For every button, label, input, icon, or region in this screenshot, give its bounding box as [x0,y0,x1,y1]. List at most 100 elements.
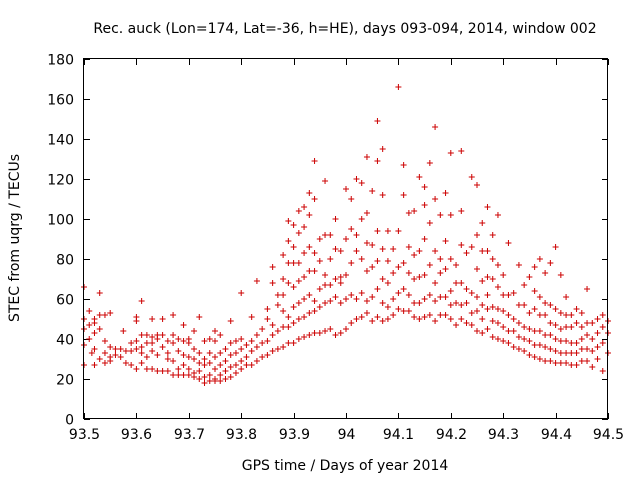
data-point [563,360,570,366]
data-point [196,314,203,320]
data-point [552,244,559,250]
data-point [248,348,255,354]
data-point [96,326,103,332]
data-point [212,328,218,334]
data-point [128,362,135,368]
data-point [101,350,108,356]
data-point [442,294,449,300]
data-point [421,184,428,190]
data-point [369,264,376,270]
data-point [191,356,198,362]
data-point [149,366,156,372]
data-point [584,332,591,338]
data-point [295,316,302,322]
data-point [264,352,271,358]
data-point [285,324,292,330]
data-point [353,296,360,302]
data-point [363,240,370,246]
data-point [479,220,486,226]
data-point [542,312,549,318]
data-point [484,204,491,210]
data-point [332,246,339,252]
data-point [201,362,208,368]
data-point [343,326,349,332]
y-tick-label: 100 [47,213,74,229]
data-point [589,336,596,342]
data-point [358,216,365,222]
data-point [563,294,570,300]
x-tick-label: 93.5 [69,427,100,443]
data-point [91,346,98,352]
data-point [212,366,218,372]
data-point [505,292,512,298]
data-point [568,362,575,368]
data-point [253,344,260,350]
data-point [489,276,496,282]
data-point [201,380,208,386]
data-point [416,300,423,306]
data-point [280,276,287,282]
data-point [421,202,428,208]
data-point [468,290,475,296]
data-point [584,320,591,326]
data-point [505,340,512,346]
data-point [395,306,402,312]
data-point [306,292,313,298]
data-point [306,310,313,316]
data-point [568,324,575,330]
data-point [521,282,528,288]
data-point [295,208,302,214]
data-point [526,274,533,280]
data-point [542,270,549,276]
data-point [212,354,218,360]
data-point [521,324,528,330]
data-point [515,320,522,326]
data-point [432,318,439,324]
data-point [542,344,549,350]
data-point [421,272,428,278]
data-point [86,308,93,314]
data-point [594,344,601,350]
data-point [379,318,386,324]
data-point [301,314,308,320]
data-point [316,330,323,336]
data-point [138,298,145,304]
data-point [515,334,522,340]
data-point [552,322,559,328]
data-point [348,320,355,326]
data-point [322,272,329,278]
data-point [196,368,203,374]
data-point [201,338,208,344]
data-point [510,290,517,296]
data-point [531,354,538,360]
data-point [521,336,528,342]
data-point [138,350,145,356]
data-point [468,310,475,316]
data-point [295,278,302,284]
data-point [458,242,465,248]
data-point [243,354,250,360]
data-point [180,362,187,368]
data-point [463,286,470,292]
data-point [353,176,360,182]
data-point [322,328,329,334]
data-point [143,354,150,360]
data-point [500,272,507,278]
data-point [426,312,433,318]
data-point [458,148,465,154]
data-point [369,188,376,194]
x-tick-label: 94.2 [436,427,467,443]
data-point [395,290,402,296]
data-point [112,352,119,358]
data-point [369,294,376,300]
data-point [557,326,564,332]
data-point [521,348,528,354]
data-point [175,348,182,354]
data-point [426,160,433,166]
data-point [505,240,512,246]
data-point [301,274,308,280]
data-point [322,232,329,238]
data-point [295,260,302,266]
data-point [227,374,234,380]
data-point [301,224,308,230]
